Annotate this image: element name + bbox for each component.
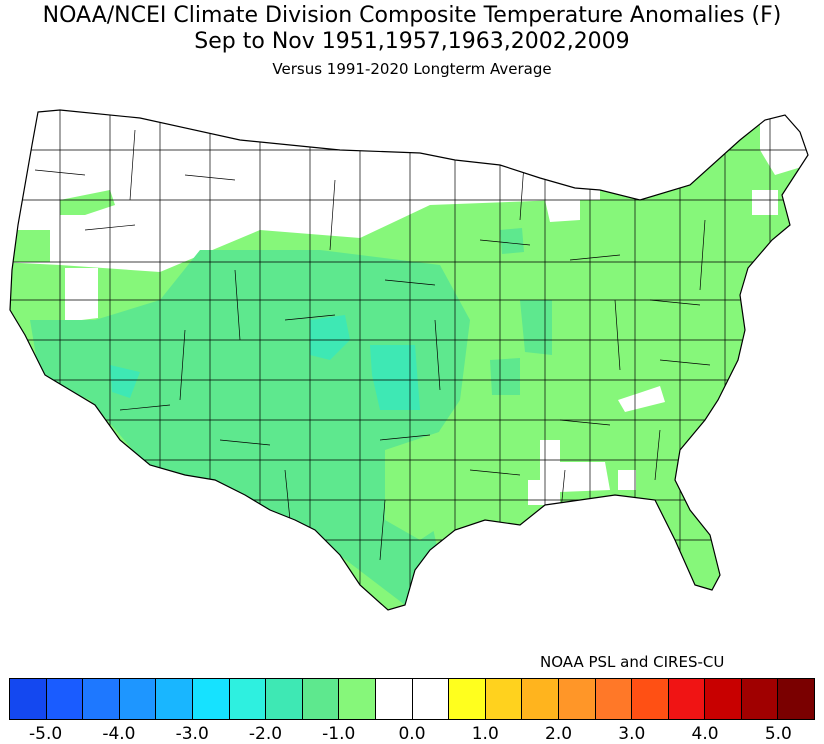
anomaly-region-arizona-valley — [110, 365, 140, 398]
color-scale-cell — [668, 679, 706, 719]
anomaly-region-east-texas — [385, 430, 450, 540]
map-subtitle: Sep to Nov 1951,1957,1963,2002,2009 — [194, 29, 630, 54]
color-scale-tick-label: 4.0 — [691, 724, 719, 744]
color-scale-tick-label: 3.0 — [618, 724, 646, 744]
color-scale-cell — [266, 679, 303, 719]
anomaly-region-iowa-pocket — [500, 228, 524, 254]
color-scale-tick-label: 5.0 — [764, 724, 792, 744]
color-scale-cell — [83, 679, 120, 719]
color-scale-cell — [485, 679, 523, 719]
color-scale-cell — [302, 679, 340, 719]
color-scale-cell — [339, 679, 376, 719]
anomaly-region-central-plains — [310, 315, 350, 360]
credit-text: NOAA PSL and CIRES-CU — [540, 653, 725, 671]
color-scale-cell — [375, 679, 413, 719]
color-scale-cell — [705, 679, 742, 719]
color-scale-cell — [558, 679, 596, 719]
color-scale-cell — [449, 679, 486, 719]
anomaly-region-illinois-pocket — [520, 300, 552, 355]
color-scale-cell — [156, 679, 193, 719]
color-scale-cell — [778, 679, 815, 719]
anomaly-region-eastern-oregon — [60, 190, 115, 215]
color-scale-tick-label: -3.0 — [175, 724, 209, 744]
color-scale-cell — [632, 679, 669, 719]
color-scale-bar — [9, 678, 815, 720]
anomaly-region-georgia-coast-pocket — [618, 470, 636, 490]
anomaly-region-oklahoma — [370, 345, 420, 410]
anomaly-region-nevada-interior — [65, 268, 98, 322]
anomaly-region-michigan-north — [545, 195, 580, 222]
color-scale-cell — [741, 679, 779, 719]
color-scale-cell — [46, 679, 84, 719]
anomaly-region-tennessee-pocket — [618, 386, 665, 412]
map-title: NOAA/NCEI Climate Division Composite Tem… — [42, 3, 782, 28]
color-scale-cell — [119, 679, 157, 719]
color-scale-cell — [522, 679, 559, 719]
color-scale-cell — [192, 679, 230, 719]
anomaly-region-alabama-pocket — [528, 440, 560, 505]
anomaly-region-georgia-pocket — [560, 462, 610, 492]
map-baseline-note: Versus 1991-2020 Longterm Average — [272, 60, 552, 78]
color-scale-ticks: -5.0 -4.0 -3.0 -2.0 -1.0 0.0 1.0 2.0 3.0 4.0 5.0 — [9, 724, 815, 744]
color-scale-tick-label: -4.0 — [102, 724, 136, 744]
us-climate-division-map — [9, 109, 809, 611]
color-scale-tick-label: 1.0 — [471, 724, 499, 744]
color-scale-cell — [10, 679, 47, 719]
color-scale-tick-label: 2.0 — [545, 724, 573, 744]
color-scale-tick-label: 0.0 — [398, 724, 426, 744]
anomaly-region-coast — [10, 230, 50, 262]
color-scale-cell — [412, 679, 450, 719]
anomaly-region-vermont-pocket — [752, 190, 778, 215]
color-scale-tick-label: -1.0 — [322, 724, 356, 744]
color-scale-tick-label: -5.0 — [29, 724, 63, 744]
anomaly-region-missouri-pocket — [490, 358, 520, 395]
color-scale-tick-label: -2.0 — [248, 724, 283, 744]
color-scale-cell — [229, 679, 267, 719]
color-scale-cell — [595, 679, 633, 719]
